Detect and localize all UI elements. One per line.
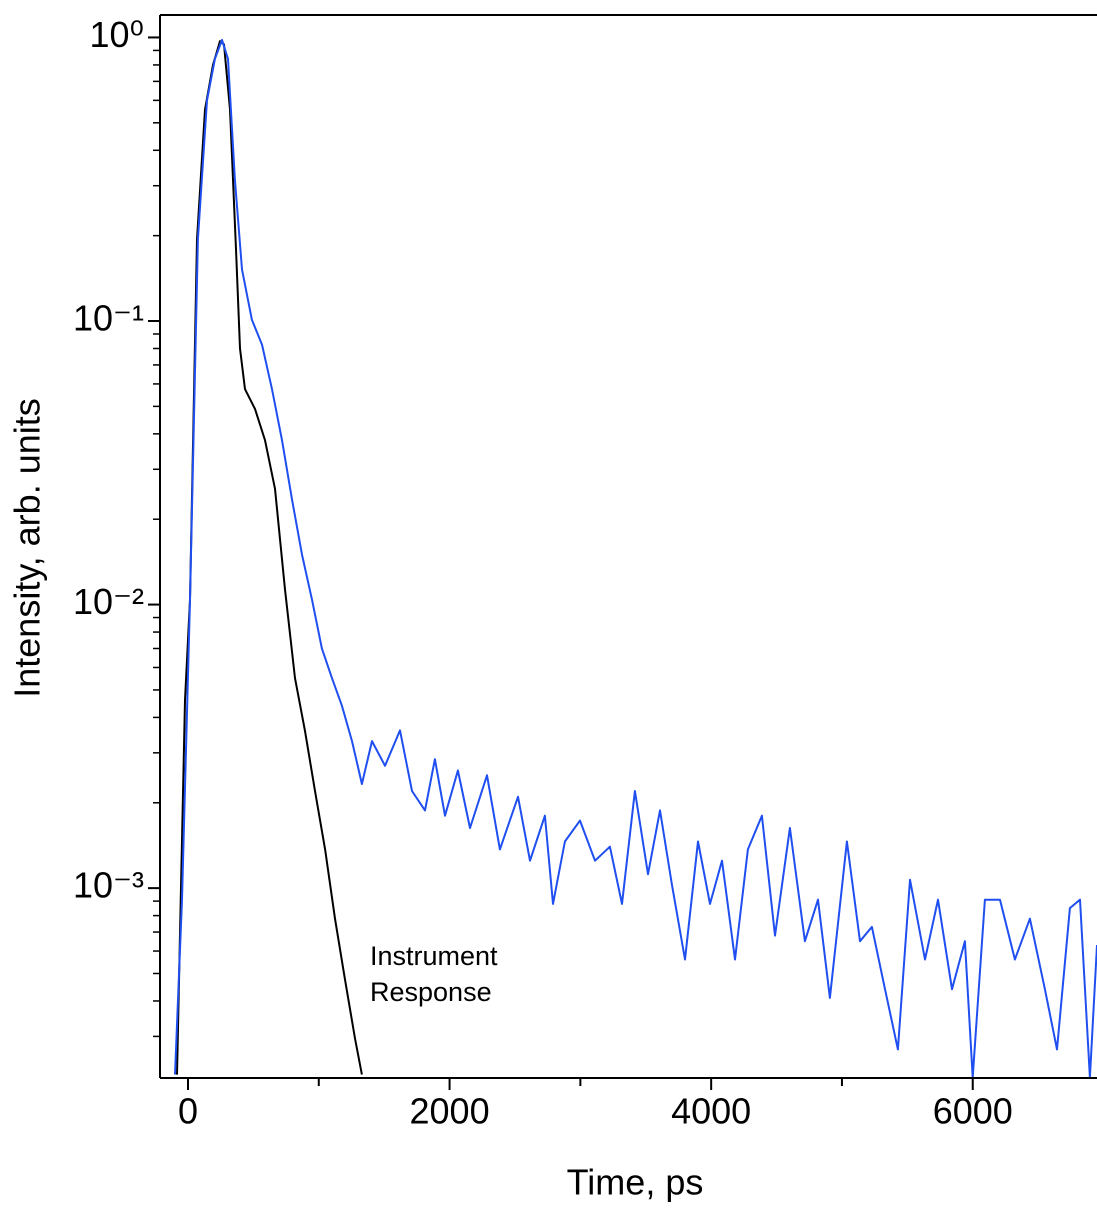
x-tick-label: 6000: [933, 1091, 1013, 1132]
annotation: Instrument: [370, 941, 498, 971]
y-tick-label: 10⁻¹: [73, 298, 144, 339]
y-axis-title: Intensity, arb. units: [7, 398, 48, 697]
y-tick-label: 10⁰: [90, 14, 144, 55]
x-tick-label: 0: [178, 1091, 198, 1132]
x-axis-title: Time, ps: [567, 1162, 704, 1203]
y-tick-label: 10⁻²: [73, 581, 144, 622]
series-line: [174, 38, 1097, 1078]
x-tick-label: 2000: [410, 1091, 490, 1132]
series-line: [176, 40, 363, 1075]
x-tick-label: 4000: [671, 1091, 751, 1132]
y-tick-label: 10⁻³: [73, 865, 144, 906]
plot-area: [174, 38, 1097, 1078]
annotation: Response: [370, 977, 492, 1007]
